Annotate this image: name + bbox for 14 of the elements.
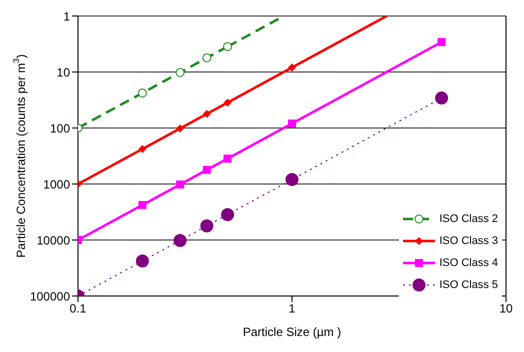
x-axis-title: Particle Size (µm ): [242, 325, 342, 339]
x-tick-label: 10: [499, 302, 513, 316]
y-tick-label: 10000: [36, 233, 70, 248]
y-tick-label: 1000: [43, 177, 70, 192]
y-tick-label: 100: [50, 121, 70, 136]
y-tick-label: 1: [63, 9, 70, 24]
y-tick-label: 10: [56, 65, 70, 80]
legend-label: ISO Class 2: [439, 213, 498, 225]
y-tick-label: 100000: [30, 289, 70, 304]
x-tick-label: 0.1: [70, 302, 87, 316]
legend-label: ISO Class 4: [439, 257, 498, 269]
legend-label: ISO Class 5: [439, 279, 498, 291]
x-tick-label: 1: [288, 302, 296, 316]
legend-label: ISO Class 3: [439, 235, 498, 247]
